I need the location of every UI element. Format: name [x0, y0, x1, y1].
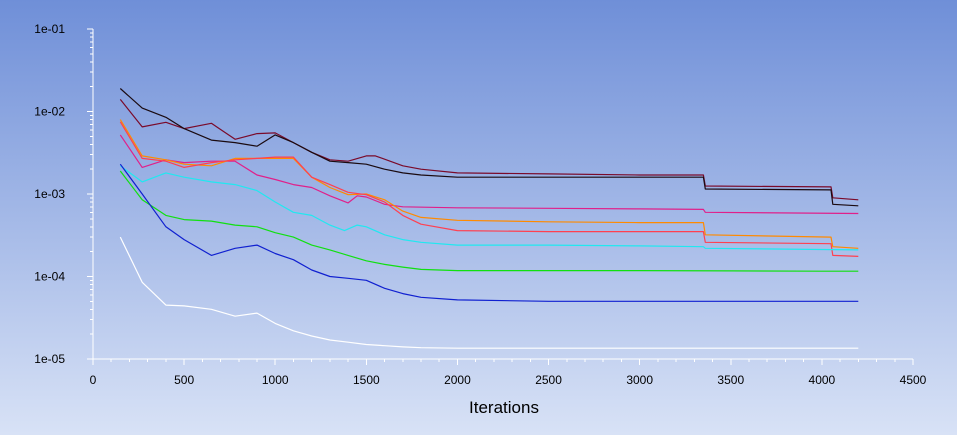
series-green [119, 170, 859, 272]
series-group [119, 88, 859, 349]
y-tick-label: 1e-04 [34, 270, 65, 284]
x-tick-label: 0 [90, 373, 97, 387]
x-tick-label: 1500 [353, 373, 380, 387]
y-tick-label: 1e-02 [34, 105, 65, 119]
x-tick-label: 2000 [444, 373, 471, 387]
series-black [119, 88, 859, 207]
series-white [119, 236, 859, 349]
series-magenta [119, 134, 859, 215]
axis-labels: 0 500 1000 1500 2000 2500 3000 3500 4000 4500 1e-0… [34, 22, 926, 387]
y-tick-label: 1e-03 [34, 187, 65, 201]
y-tick-label: 1e-05 [34, 352, 65, 366]
series-cyan [119, 165, 859, 251]
x-tick-label: 2500 [535, 373, 562, 387]
x-tick-label: 4000 [809, 373, 836, 387]
x-tick-label: 500 [174, 373, 194, 387]
series-blue [119, 163, 859, 302]
x-tick-label: 1000 [262, 373, 289, 387]
x-tick-label: 4500 [900, 373, 927, 387]
series-orange [119, 119, 859, 249]
x-axis-title: Iterations [469, 398, 539, 417]
x-tick-label: 3500 [717, 373, 744, 387]
axes [87, 28, 914, 365]
series-red [119, 121, 859, 257]
y-tick-label: 1e-01 [34, 22, 65, 36]
x-tick-label: 3000 [626, 373, 653, 387]
